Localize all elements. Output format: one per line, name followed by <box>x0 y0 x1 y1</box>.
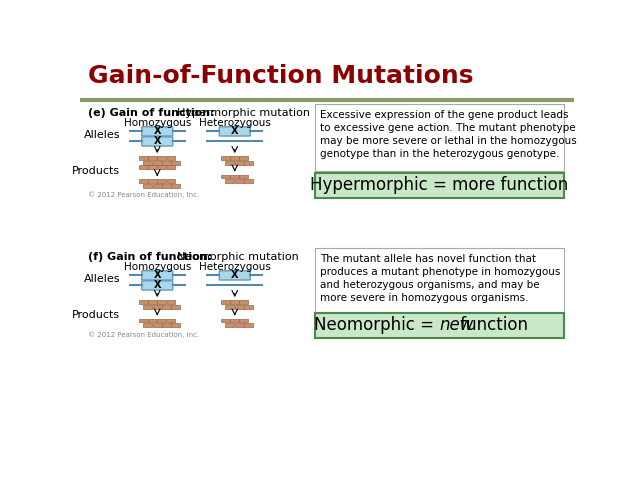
Bar <box>167 179 175 183</box>
Bar <box>138 179 147 183</box>
Bar <box>138 165 147 169</box>
Polygon shape <box>167 300 175 304</box>
Polygon shape <box>157 319 166 322</box>
Text: © 2012 Pearson Education, Inc.: © 2012 Pearson Education, Inc. <box>87 331 199 338</box>
Polygon shape <box>148 300 157 304</box>
Bar <box>157 179 166 183</box>
Text: (e) Gain of function:: (e) Gain of function: <box>87 107 214 117</box>
Polygon shape <box>138 300 147 304</box>
Bar <box>148 179 157 183</box>
Text: Gain-of-Function Mutations: Gain-of-Function Mutations <box>87 64 473 88</box>
Bar <box>244 179 253 183</box>
Bar <box>162 323 171 327</box>
FancyBboxPatch shape <box>142 281 173 290</box>
Bar <box>230 156 239 160</box>
Bar <box>144 305 152 308</box>
Bar <box>244 305 253 308</box>
Text: Heterozygous: Heterozygous <box>199 117 271 127</box>
Text: Excessive expression of the gene product leads
to excessive gene action. The mut: Excessive expression of the gene product… <box>320 110 577 160</box>
Text: X: X <box>231 270 239 280</box>
Bar <box>144 323 152 327</box>
Polygon shape <box>148 319 157 322</box>
Bar <box>171 184 180 188</box>
Bar <box>162 305 171 308</box>
Bar <box>148 156 157 160</box>
Bar <box>171 160 180 164</box>
Polygon shape <box>239 300 248 304</box>
Text: Products: Products <box>72 166 120 176</box>
Bar <box>244 323 253 327</box>
Polygon shape <box>221 319 230 322</box>
Bar <box>152 323 161 327</box>
Bar <box>167 156 175 160</box>
FancyBboxPatch shape <box>315 173 564 198</box>
Bar <box>171 323 180 327</box>
FancyBboxPatch shape <box>142 127 173 136</box>
Text: X: X <box>154 270 161 280</box>
Text: © 2012 Pearson Education, Inc.: © 2012 Pearson Education, Inc. <box>87 192 199 198</box>
Text: Neomorphic mutation: Neomorphic mutation <box>177 251 299 262</box>
Text: Hypermorphic mutation: Hypermorphic mutation <box>177 107 310 117</box>
Bar <box>148 165 157 169</box>
Text: The mutant allele has novel function that
produces a mutant phenotype in homozyg: The mutant allele has novel function tha… <box>320 254 560 303</box>
Text: Homozygous: Homozygous <box>124 262 191 272</box>
Text: Products: Products <box>72 310 120 320</box>
Bar <box>225 160 234 164</box>
Bar <box>152 160 161 164</box>
Text: X: X <box>154 126 161 137</box>
Bar <box>225 179 234 183</box>
Bar <box>138 156 147 160</box>
Bar <box>144 160 152 164</box>
Bar <box>144 184 152 188</box>
Text: new: new <box>440 317 474 334</box>
Text: function: function <box>455 317 528 334</box>
FancyBboxPatch shape <box>142 271 173 280</box>
Text: Hypermorphic = more function: Hypermorphic = more function <box>310 176 568 194</box>
Bar <box>152 184 161 188</box>
Polygon shape <box>230 300 239 304</box>
FancyBboxPatch shape <box>315 104 564 171</box>
Bar <box>167 165 175 169</box>
Bar <box>235 160 244 164</box>
Bar <box>239 156 248 160</box>
Text: Heterozygous: Heterozygous <box>199 262 271 272</box>
Text: Neomorphic =: Neomorphic = <box>314 317 440 334</box>
Bar <box>157 156 166 160</box>
Polygon shape <box>167 319 175 322</box>
Bar <box>235 323 244 327</box>
FancyBboxPatch shape <box>219 127 250 136</box>
Text: X: X <box>154 137 161 147</box>
Bar <box>171 305 180 308</box>
Text: Alleles: Alleles <box>84 130 120 140</box>
Bar <box>225 323 234 327</box>
Bar <box>244 160 253 164</box>
FancyBboxPatch shape <box>219 271 250 280</box>
Text: (f) Gain of function:: (f) Gain of function: <box>87 251 212 262</box>
Text: Homozygous: Homozygous <box>124 117 191 127</box>
Text: X: X <box>154 280 161 290</box>
Bar <box>225 305 234 308</box>
Polygon shape <box>221 300 230 304</box>
FancyBboxPatch shape <box>315 313 564 338</box>
Bar <box>162 184 171 188</box>
Text: Alleles: Alleles <box>84 274 120 284</box>
Polygon shape <box>230 319 239 322</box>
Polygon shape <box>138 319 147 322</box>
FancyBboxPatch shape <box>142 137 173 146</box>
Polygon shape <box>157 300 166 304</box>
Bar <box>235 305 244 308</box>
Polygon shape <box>239 319 248 322</box>
Bar <box>162 160 171 164</box>
FancyBboxPatch shape <box>315 249 564 311</box>
Text: X: X <box>231 126 239 137</box>
Bar <box>221 156 230 160</box>
Bar <box>152 305 161 308</box>
Bar <box>239 174 248 178</box>
Bar <box>221 174 230 178</box>
Bar <box>230 174 239 178</box>
Bar <box>157 165 166 169</box>
Bar <box>235 179 244 183</box>
